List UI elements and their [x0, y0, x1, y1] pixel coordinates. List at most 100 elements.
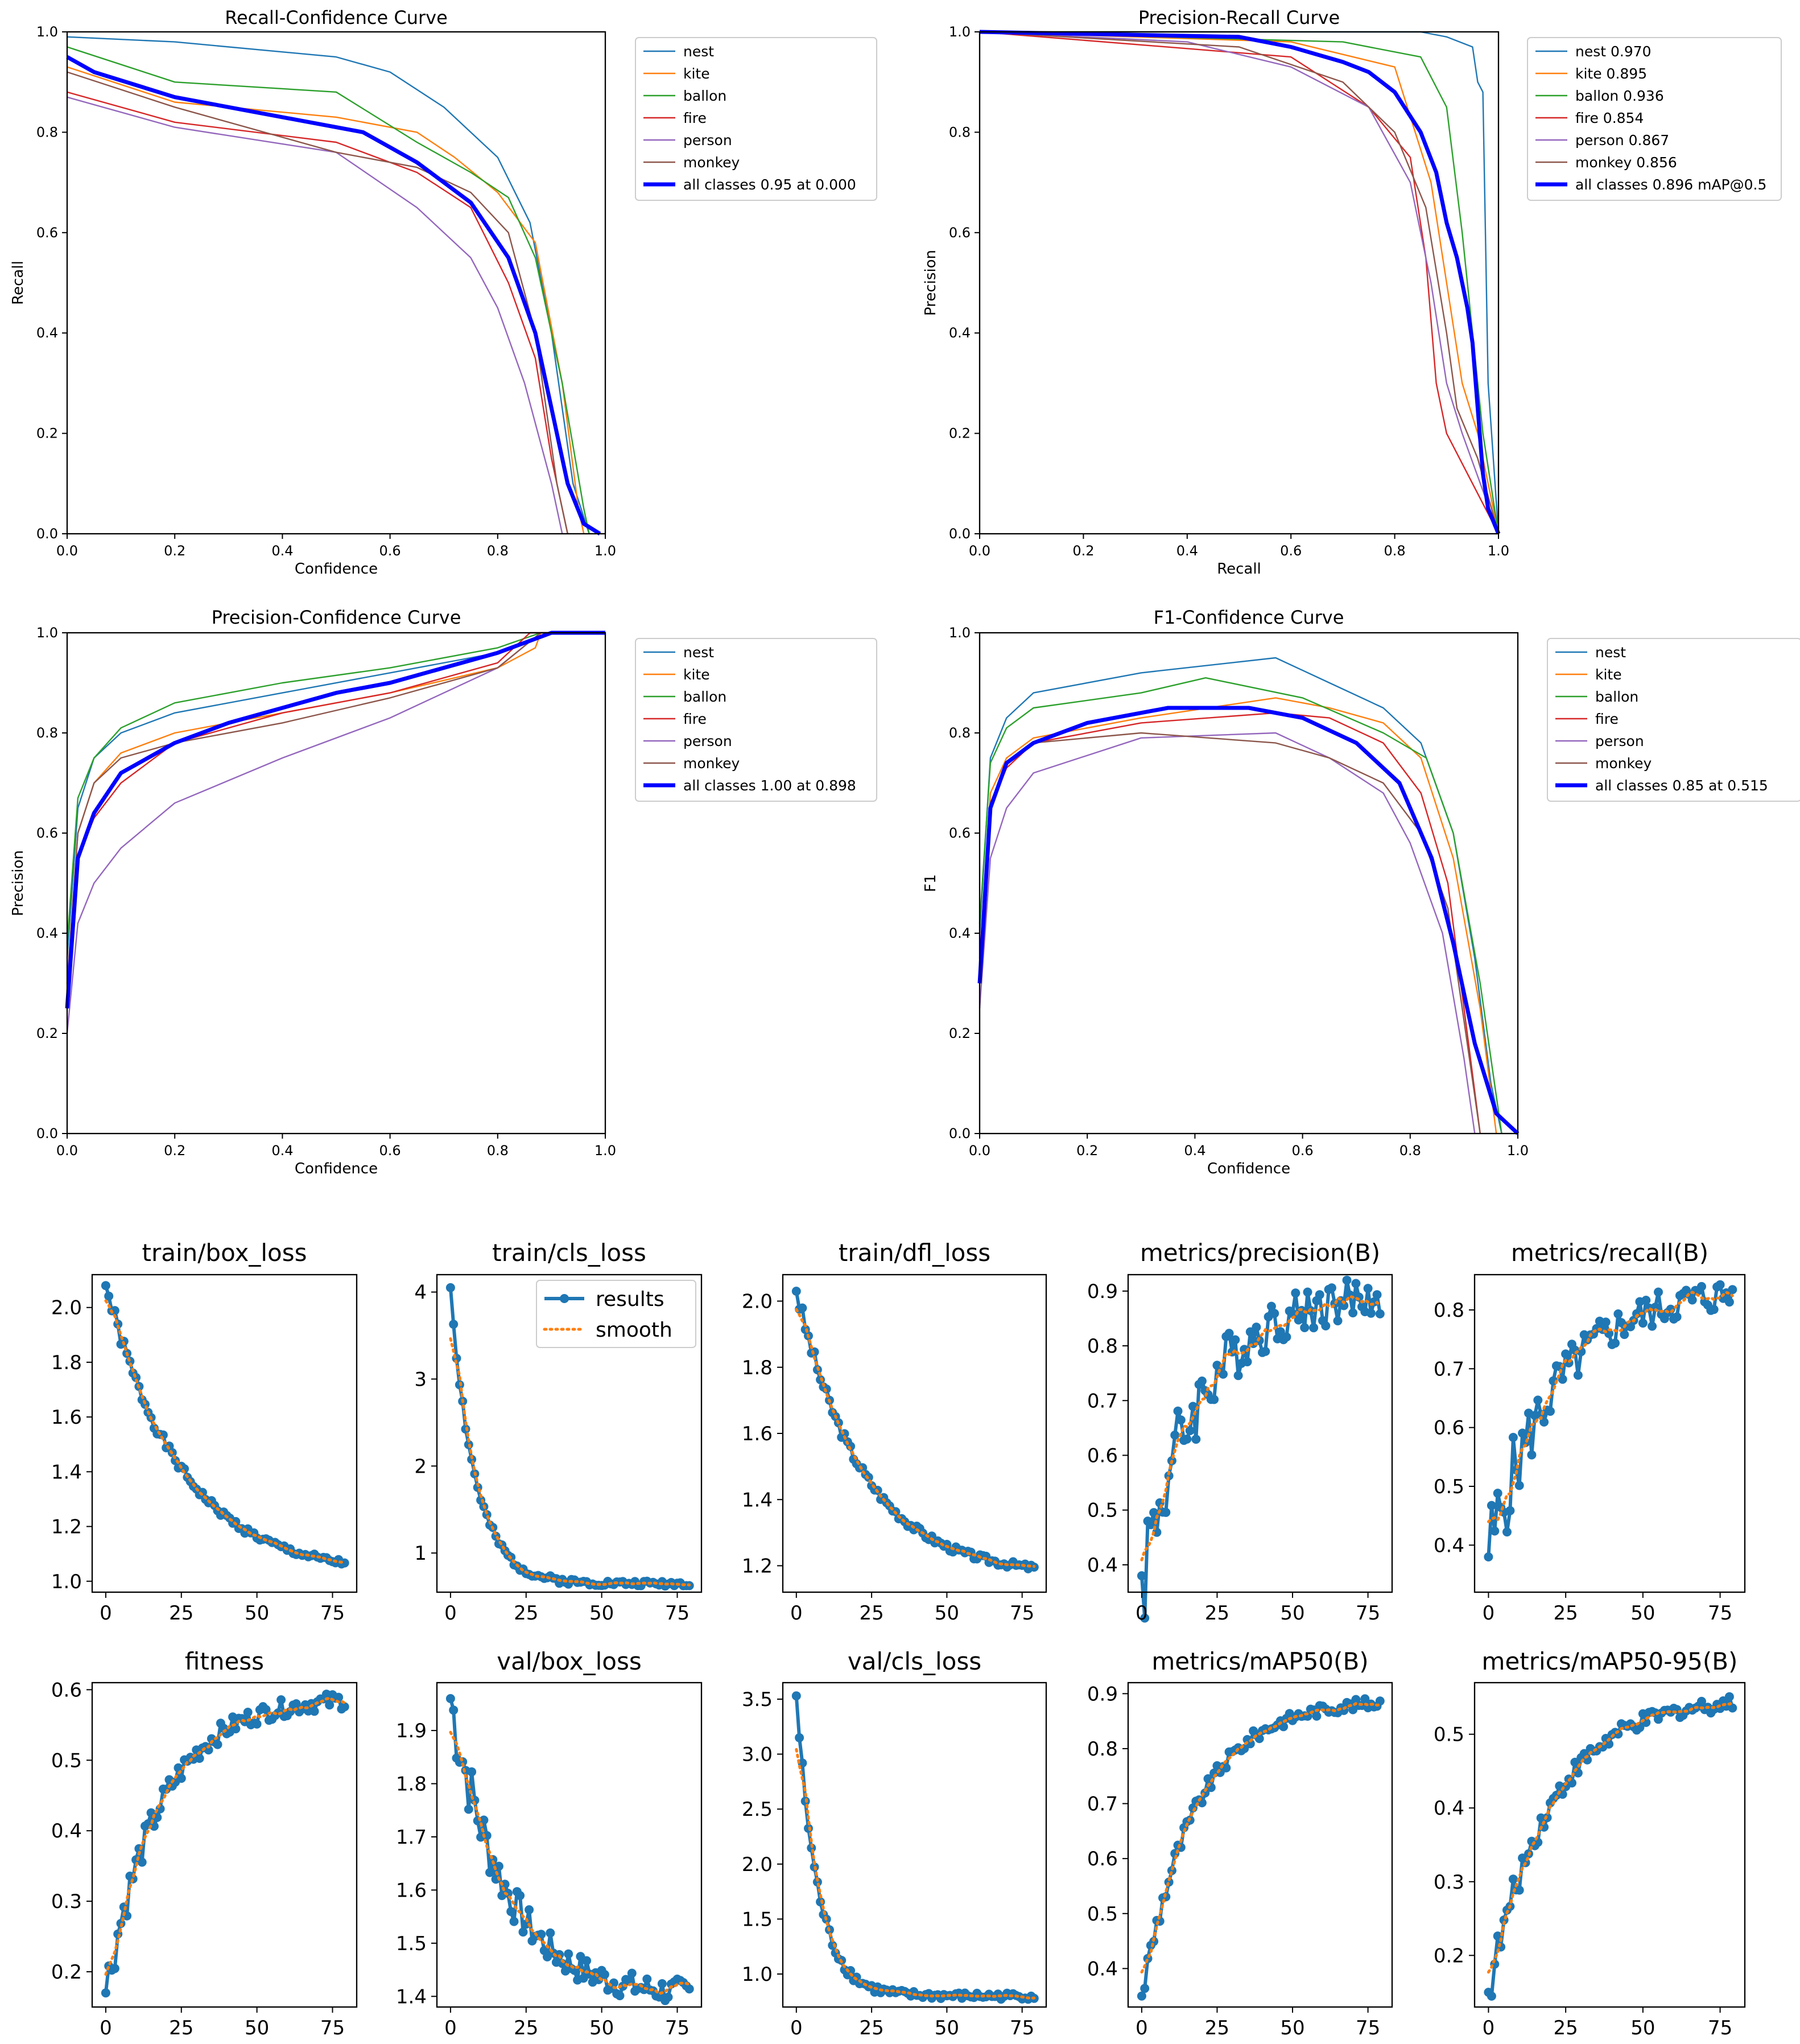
results-point: [1176, 1415, 1186, 1425]
results-point: [1632, 1309, 1641, 1318]
legend-label-nest: nest 0.970: [1575, 43, 1652, 60]
results-point: [1533, 1395, 1543, 1405]
x-tick-label: 0.4: [1184, 1143, 1205, 1159]
chart-title: metrics/mAP50(B): [1151, 1647, 1368, 1675]
results-point: [1546, 1407, 1555, 1416]
results-point: [1514, 1481, 1524, 1490]
y-tick-label: 0.6: [1087, 1848, 1118, 1870]
x-tick-label: 75: [665, 2017, 690, 2039]
y-tick-label: 1: [414, 1542, 427, 1565]
results-point: [1303, 1287, 1312, 1297]
chart-title: Recall-Confidence Curve: [225, 7, 448, 28]
y-tick-label: 0.0: [36, 526, 58, 542]
x-tick-label: 50: [1280, 2017, 1304, 2039]
results-point: [1728, 1285, 1737, 1295]
results-point: [1728, 1703, 1737, 1713]
chart-title: Precision-Confidence Curve: [212, 607, 461, 628]
chart-title: metrics/precision(B): [1140, 1239, 1380, 1267]
chart-m2: train/cls_loss 0 25 50 75 1 2 3 4 results smooth: [414, 1239, 703, 1625]
legend-label-monkey: monkey 0.856: [1575, 154, 1677, 171]
legend-box: [1527, 37, 1782, 201]
results-point: [445, 1283, 455, 1292]
legend-box: [635, 37, 877, 201]
x-tick-label: 0: [790, 1602, 803, 1625]
y-tick-label: 0.2: [949, 426, 971, 442]
legend-label-nest: nest: [1595, 644, 1626, 661]
results-point: [1282, 1332, 1291, 1342]
results-point: [1508, 1433, 1518, 1442]
chart-m4: metrics/precision(B) 0 25 50 75 0.4 0.5 0.6 0.7 0…: [1087, 1239, 1393, 1625]
smooth-line: [1487, 1291, 1734, 1523]
plot-frame: [91, 1682, 358, 2008]
series-line-person: [979, 31, 1500, 534]
y-tick-label: 0.3: [1434, 1871, 1464, 1894]
results-point: [582, 1956, 592, 1965]
y-tick-label: 0.5: [51, 1749, 82, 1772]
smooth-line: [104, 1299, 346, 1564]
legend-label-monkey: monkey: [1595, 755, 1652, 772]
x-tick-label: 1.0: [1507, 1143, 1529, 1159]
results-point: [1140, 1984, 1150, 1993]
y-tick-label: 1.2: [51, 1516, 82, 1539]
y-tick-label: 0.9: [1087, 1683, 1118, 1705]
y-tick-label: 0.3: [51, 1890, 82, 1913]
chart-title: train/cls_loss: [492, 1239, 646, 1267]
results-point: [1360, 1694, 1370, 1704]
series-line-nest: [66, 632, 605, 959]
y-tick-label: 1.2: [742, 1555, 773, 1578]
plot-frame: [979, 31, 1500, 535]
x-tick-label: 50: [245, 2017, 269, 2039]
series-line-all: [979, 30, 1501, 535]
plot-frame: [1127, 1274, 1393, 1593]
legend-label-monkey: monkey: [683, 755, 740, 772]
legend-label-fire: fire: [1595, 711, 1619, 727]
x-tick-label: 25: [169, 2017, 193, 2039]
series-line-ballon: [979, 31, 1500, 534]
results-point: [657, 1979, 667, 1988]
y-tick-label: 1.8: [742, 1357, 773, 1379]
results-point: [101, 1988, 110, 1998]
x-tick-label: 0: [1136, 1602, 1148, 1625]
results-point: [798, 1303, 807, 1313]
results-point: [1185, 1426, 1195, 1436]
y-tick-label: 0.7: [1087, 1793, 1118, 1816]
smooth-line: [795, 1748, 1036, 2000]
x-tick-label: 75: [1708, 2017, 1732, 2039]
results-point: [1197, 1377, 1207, 1386]
results-point: [1601, 1317, 1611, 1327]
results-point: [1715, 1280, 1725, 1289]
x-tick-label: 0.0: [56, 543, 78, 559]
results-point: [1137, 1571, 1146, 1581]
y-tick-label: 3.5: [742, 1688, 773, 1711]
x-tick-label: 50: [1280, 1602, 1304, 1625]
x-tick-label: 50: [589, 1602, 614, 1625]
legend-label-all: all classes 0.85 at 0.515: [1595, 777, 1768, 794]
series-line-person: [67, 96, 563, 534]
x-tick-label: 75: [320, 1602, 345, 1625]
legend-label-person: person: [683, 733, 732, 749]
chart-title: train/box_loss: [142, 1239, 307, 1267]
results-point: [1697, 1696, 1706, 1706]
results-point: [1294, 1315, 1303, 1325]
y-tick-label: 0.8: [36, 124, 58, 140]
results-point: [1638, 1318, 1648, 1328]
plot-frame: [1473, 1682, 1746, 2008]
legend-label-results: results: [596, 1288, 664, 1311]
smooth-line: [1487, 1701, 1734, 1974]
chart-title: metrics/recall(B): [1511, 1239, 1708, 1267]
results-point: [1518, 1428, 1527, 1438]
legend-label-ballon: ballon: [683, 88, 726, 104]
y-tick-label: 0.4: [1434, 1797, 1464, 1820]
results-point: [1724, 1692, 1734, 1701]
legend-label-fire: fire: [683, 110, 707, 126]
results-point: [1261, 1346, 1270, 1356]
x-tick-label: 25: [859, 1602, 884, 1625]
results-point: [1620, 1330, 1629, 1340]
series-line-monkey: [66, 632, 605, 984]
x-tick-label: 1.0: [595, 543, 616, 559]
plot-frame: [979, 632, 1519, 1135]
y-tick-label: 2.5: [742, 1798, 773, 1821]
chart-title: fitness: [185, 1647, 264, 1675]
results-point: [110, 1964, 119, 1973]
